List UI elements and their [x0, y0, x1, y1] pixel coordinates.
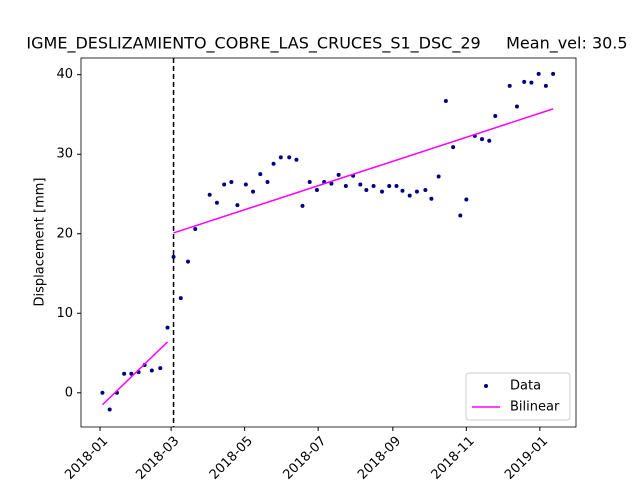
y-tick-label: 30	[56, 147, 73, 162]
data-point	[380, 189, 385, 194]
data-point	[314, 188, 319, 193]
data-point	[551, 71, 556, 76]
data-point	[464, 197, 469, 202]
data-point	[100, 390, 105, 395]
y-tick-label: 10	[56, 306, 73, 321]
data-point	[307, 180, 312, 185]
x-tick-label: 2018-11	[429, 434, 478, 480]
data-point	[107, 407, 112, 412]
data-point	[423, 188, 428, 193]
legend-marker	[484, 384, 488, 388]
data-point	[336, 172, 341, 177]
data-point	[214, 200, 219, 205]
x-tick-label: 2018-07	[280, 434, 329, 480]
legend-box	[465, 372, 571, 421]
data-point	[243, 182, 248, 187]
data-point	[122, 371, 127, 376]
data-point	[186, 259, 191, 264]
data-point	[343, 184, 348, 189]
data-point	[414, 189, 419, 194]
x-tick-label: 2018-05	[207, 434, 256, 480]
legend-label: Data	[510, 379, 541, 394]
data-point	[235, 203, 240, 208]
data-point	[507, 83, 512, 88]
fit-line	[173, 108, 554, 234]
data-point	[493, 114, 498, 119]
data-point	[178, 296, 183, 301]
data-point	[400, 188, 405, 193]
data-point	[522, 79, 527, 84]
data-point	[271, 161, 276, 166]
data-point	[294, 157, 299, 162]
data-point	[300, 203, 305, 208]
data-point	[171, 254, 176, 259]
data-point	[193, 226, 198, 231]
data-point	[265, 180, 270, 185]
data-point	[278, 155, 283, 160]
data-point	[536, 71, 541, 76]
chart-title: IGME_DESLIZAMIENTO_COBRE_LAS_CRUCES_S1_D…	[26, 34, 627, 54]
data-point	[429, 196, 434, 201]
plot-frame	[80, 57, 577, 428]
data-point	[436, 174, 441, 179]
data-point	[458, 213, 463, 218]
data-point	[543, 83, 548, 88]
data-point	[129, 371, 134, 376]
y-tick-label: 40	[56, 67, 73, 82]
x-tick-label: 2018-09	[355, 434, 404, 480]
x-tick-label: 2018-03	[133, 434, 182, 480]
data-point	[207, 192, 212, 197]
data-point	[371, 184, 376, 189]
x-tick-label: 2018-01	[62, 434, 111, 480]
data-point	[407, 193, 412, 198]
data-point	[149, 368, 154, 373]
data-point	[394, 184, 399, 189]
data-point	[329, 181, 334, 186]
data-point	[364, 188, 369, 193]
y-tick-label: 20	[56, 226, 73, 241]
data-point	[158, 366, 163, 371]
data-point	[287, 155, 292, 160]
data-point	[387, 184, 392, 189]
y-tick-label: 0	[65, 385, 73, 400]
data-point	[451, 145, 456, 150]
data-point	[487, 138, 492, 143]
data-point	[251, 189, 256, 194]
data-point	[165, 325, 170, 330]
data-point	[443, 98, 448, 103]
data-point	[222, 182, 227, 187]
x-tick-label: 2019-01	[502, 434, 551, 480]
data-point	[258, 172, 263, 177]
data-point	[229, 180, 234, 185]
y-axis-label: Displacement [mm]	[33, 178, 48, 307]
data-point	[529, 80, 534, 85]
legend-label: Bilinear	[510, 400, 560, 415]
data-point	[514, 104, 519, 109]
fit-line	[101, 341, 169, 406]
data-point	[358, 182, 363, 187]
data-point	[480, 137, 485, 142]
